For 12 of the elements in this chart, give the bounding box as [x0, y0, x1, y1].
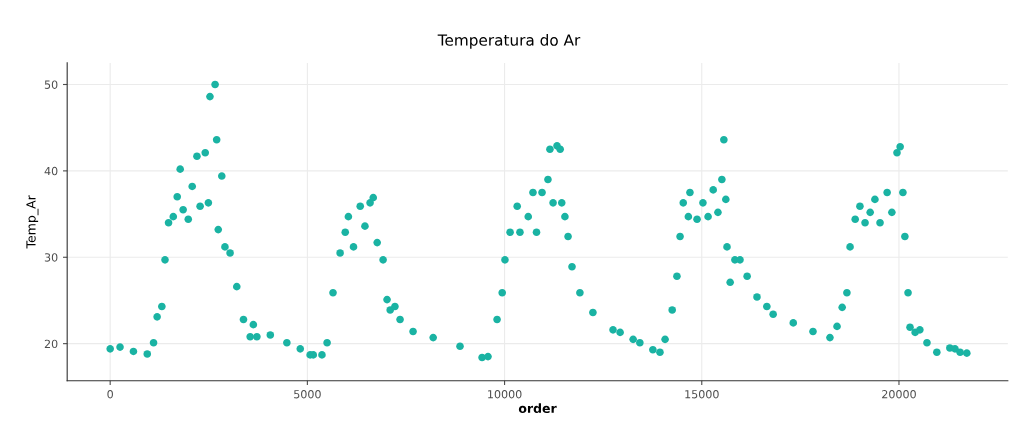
- x-tick-label: 0: [107, 390, 113, 399]
- y-tick-label: 20: [44, 339, 58, 349]
- y-tick-label: 40: [44, 166, 58, 176]
- x-tick-label: 5000: [294, 390, 321, 399]
- x-axis-title: order: [518, 403, 557, 414]
- y-tick-label: 50: [44, 80, 58, 89]
- y-tick-label: 30: [44, 253, 58, 262]
- x-tick-label: 20000: [882, 390, 916, 399]
- x-tick-label: 15000: [685, 390, 719, 399]
- y-axis-title: Temp_Ar: [26, 195, 39, 249]
- chart-title: Temperatura do Ar: [437, 34, 581, 49]
- x-tick-label: 10000: [488, 390, 522, 399]
